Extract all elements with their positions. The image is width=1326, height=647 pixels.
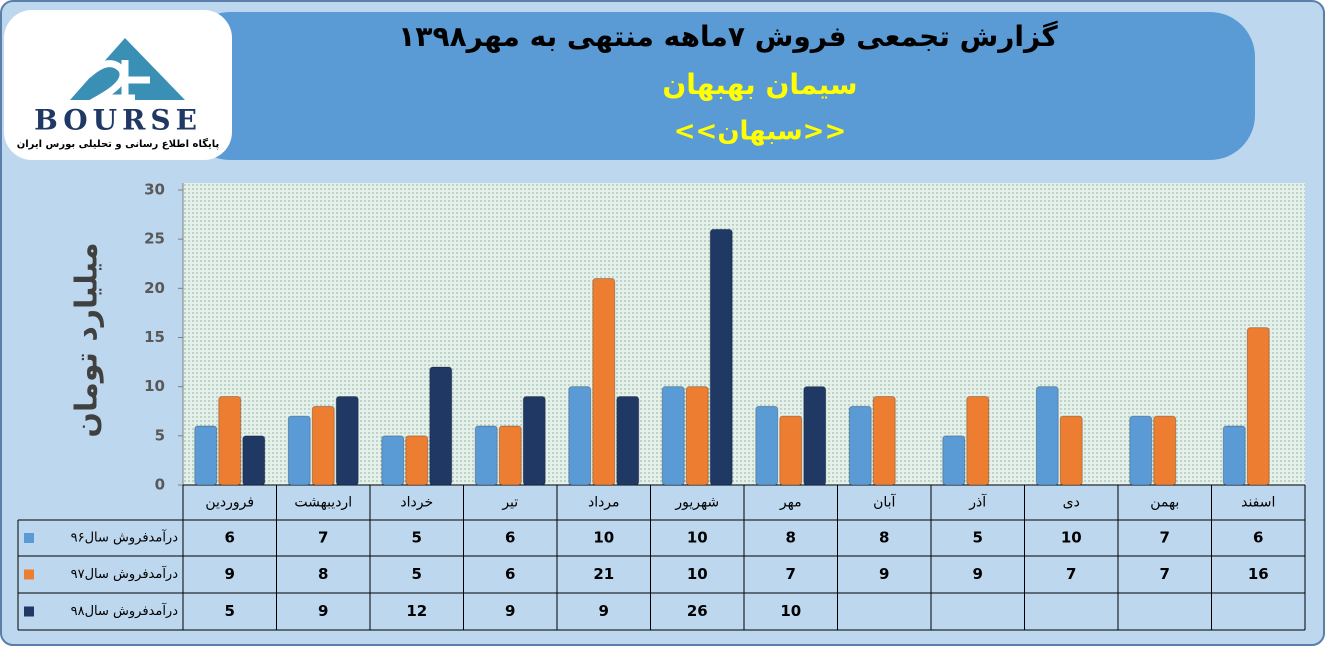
- table-value: 8: [786, 529, 796, 547]
- table-value: 8: [879, 529, 889, 547]
- y-tick-label: 25: [144, 230, 165, 248]
- bar: [568, 386, 592, 486]
- bar: [311, 405, 335, 486]
- bar: [803, 386, 827, 486]
- table-value: 6: [505, 529, 515, 547]
- x-tick-label: آبان: [873, 494, 896, 511]
- bar: [498, 425, 522, 486]
- bar: [709, 228, 733, 486]
- bar: [661, 386, 685, 486]
- table-value: 21: [593, 565, 614, 583]
- bar: [755, 405, 779, 486]
- bar: [942, 435, 966, 486]
- table-value: 10: [780, 602, 801, 620]
- bar: [872, 396, 896, 486]
- bar: [522, 396, 546, 486]
- bar: [848, 405, 872, 486]
- table-value: 10: [593, 529, 614, 547]
- bar: [1129, 415, 1153, 486]
- bar: [966, 396, 990, 486]
- bar: [242, 435, 266, 486]
- x-tick-label: اردیبهشت: [294, 495, 352, 511]
- bar: [218, 396, 242, 486]
- legend-label: درآمدفروش سال۹۸: [71, 602, 179, 619]
- x-tick-label: تیر: [501, 495, 518, 511]
- table-value: 9: [318, 602, 328, 620]
- table-value: 6: [505, 565, 515, 583]
- table-value: 9: [973, 565, 983, 583]
- table-value: 6: [225, 529, 235, 547]
- y-tick-label: 30: [144, 181, 165, 199]
- table-value: 10: [687, 529, 708, 547]
- bar: [474, 425, 498, 486]
- table-value: 7: [318, 529, 328, 547]
- table-value: 16: [1248, 565, 1269, 583]
- bar: [335, 396, 359, 486]
- table-value: 9: [599, 602, 609, 620]
- bar: [616, 396, 640, 486]
- table-value: 7: [1066, 565, 1076, 583]
- table-value: 10: [687, 565, 708, 583]
- bar: [194, 425, 218, 486]
- table-value: 7: [1160, 565, 1170, 583]
- table-value: 5: [973, 529, 983, 547]
- legend-label: درآمدفروش سال۹۶: [71, 529, 179, 546]
- x-tick-label: فروردین: [205, 495, 254, 511]
- y-tick-label: 20: [144, 279, 165, 297]
- bar: [405, 435, 429, 486]
- bar: [287, 415, 311, 486]
- table-value: 10: [1061, 529, 1082, 547]
- x-tick-label: شهریور: [674, 495, 719, 511]
- chart-title: گزارش تجمعی فروش ۷ماهه منتهی به مهر۱۳۹۸: [398, 20, 1058, 53]
- x-tick-label: اسفند: [1241, 495, 1275, 511]
- x-tick-label: مهر: [779, 495, 802, 511]
- bar: [1035, 386, 1059, 486]
- x-tick-label: بهمن: [1150, 495, 1179, 511]
- x-tick-label: مرداد: [588, 495, 620, 511]
- y-tick-label: 10: [144, 377, 165, 395]
- table-value: 9: [505, 602, 515, 620]
- x-tick-label: دی: [1063, 495, 1080, 511]
- legend-swatch: [24, 533, 34, 543]
- table-value: 26: [687, 602, 708, 620]
- table-value: 5: [225, 602, 235, 620]
- bar: [1222, 425, 1246, 486]
- legend-label: درآمدفروش سال۹۷: [71, 565, 179, 582]
- bar: [779, 415, 803, 486]
- chart-symbol: <<سبهان>>: [674, 117, 846, 147]
- chart-subtitle: سیمان بهبهان: [662, 68, 857, 101]
- bar: [429, 366, 453, 486]
- bar: [1246, 327, 1270, 486]
- x-tick-label: خرداد: [400, 495, 433, 511]
- legend-swatch: [24, 606, 34, 617]
- table-value: 12: [406, 602, 427, 620]
- table-value: 7: [786, 565, 796, 583]
- y-tick-label: 15: [144, 328, 165, 346]
- table-value: 5: [412, 565, 422, 583]
- legend-swatch: [24, 569, 34, 580]
- table-value: 6: [1253, 529, 1263, 547]
- y-tick-label: 0: [155, 476, 165, 494]
- bar: [1153, 415, 1177, 486]
- table-value: 9: [879, 565, 889, 583]
- x-tick-label: آذر: [968, 494, 987, 511]
- y-axis-title: میلیارد تومان: [70, 242, 105, 437]
- header-banner: [185, 12, 1255, 160]
- table-value: 7: [1160, 529, 1170, 547]
- table-value: 5: [412, 529, 422, 547]
- bar: [592, 278, 616, 486]
- y-tick-label: 5: [155, 426, 165, 444]
- table-value: 8: [318, 565, 328, 583]
- logo-brand: BOURSE: [34, 104, 202, 137]
- logo-icon: [85, 60, 150, 102]
- plot-area: [183, 183, 1305, 485]
- bar: [381, 435, 405, 486]
- bar: [1059, 415, 1083, 486]
- table-value: 9: [225, 565, 235, 583]
- logo-tagline: پایگاه اطلاع رسانی و تحلیلی بورس ایران: [17, 137, 220, 150]
- bar: [685, 386, 709, 486]
